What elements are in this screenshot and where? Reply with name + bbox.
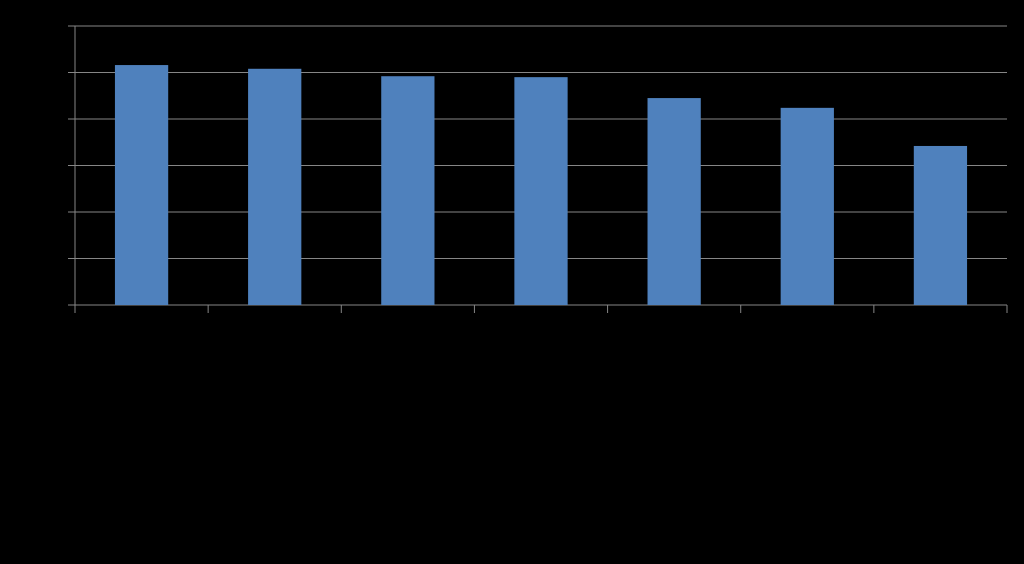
bar [913, 145, 968, 305]
bar [514, 77, 568, 306]
bar [114, 65, 169, 305]
bar [248, 68, 302, 305]
bar [647, 98, 701, 305]
bar [381, 76, 435, 305]
bar [780, 107, 834, 305]
